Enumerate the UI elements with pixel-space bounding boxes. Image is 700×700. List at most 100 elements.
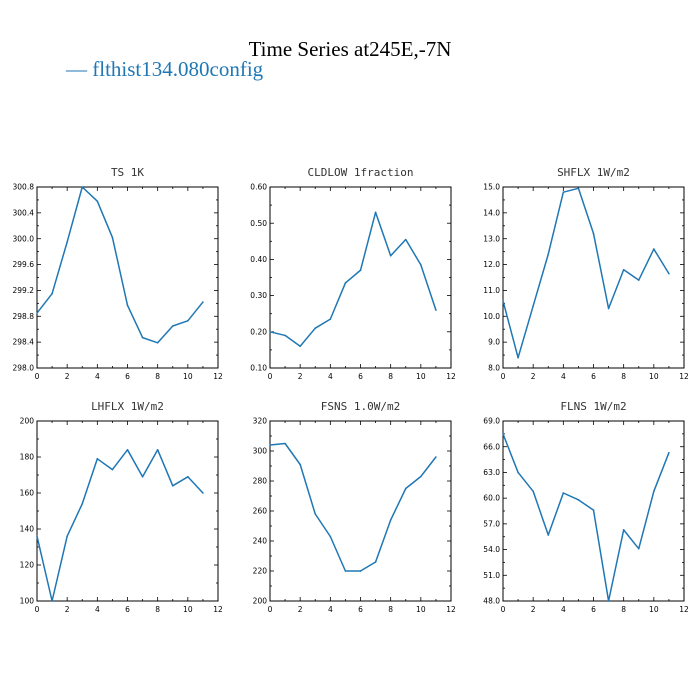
data-point [171, 485, 174, 487]
x-tick-label: 4 [561, 605, 566, 614]
y-tick-label: 298.0 [13, 364, 35, 373]
series-line [269, 442, 437, 572]
x-tick-label: 10 [416, 605, 426, 614]
x-tick-label: 2 [531, 372, 536, 381]
chart-panel-5: FSNS 1.0W/m2 0 2 4 6 8 10 12 200 220 240 260 280 300 3… [253, 400, 456, 614]
data-point [36, 312, 38, 314]
x-tick-label: 0 [501, 372, 506, 381]
y-tick-label: 60.0 [483, 494, 500, 503]
data-point [314, 513, 317, 515]
x-tick-label: 0 [501, 605, 506, 614]
plot-frame [269, 186, 452, 369]
page-title: Time Series at245E,-7N [248, 37, 452, 61]
y-tick-label: 66.0 [483, 442, 500, 451]
x-tick-label: 2 [65, 372, 70, 381]
x-tick-label: 12 [213, 372, 223, 381]
y-tick-label: 300.4 [13, 208, 35, 217]
data-point [532, 305, 534, 307]
y-tick-label: 0.30 [250, 291, 267, 300]
series-line [36, 449, 204, 602]
x-tick-label: 12 [679, 605, 689, 614]
y-tick-label: 13.0 [483, 234, 500, 243]
data-point [562, 191, 565, 193]
data-point [374, 561, 377, 563]
data-point [81, 503, 84, 505]
data-point [359, 570, 362, 572]
data-point [404, 238, 407, 241]
y-tick-label: 298.4 [13, 338, 35, 347]
data-point [577, 499, 580, 501]
data-point [374, 211, 377, 214]
data-point [156, 341, 159, 344]
x-tick-label: 12 [446, 372, 456, 381]
data-point [668, 272, 670, 275]
y-tick-label: 298.8 [13, 312, 35, 321]
y-tick-label: 300.0 [13, 234, 35, 243]
y-tick-label: 69.0 [483, 417, 500, 426]
x-tick-label: 10 [649, 605, 659, 614]
y-tick-label: 300 [253, 447, 268, 456]
data-point [329, 535, 332, 538]
plot-frame [36, 420, 219, 602]
x-tick-label: 6 [125, 372, 130, 381]
chart-panel-4: LHFLX 1W/m2 0 2 4 6 8 10 12 100 120 140 160 180 200 [20, 400, 223, 614]
data-point [187, 476, 189, 478]
x-tick-label: 2 [531, 605, 536, 614]
x-tick-label: 6 [591, 372, 596, 381]
data-point [51, 292, 53, 295]
y-tick-label: 9.0 [488, 338, 500, 347]
data-point [96, 458, 99, 460]
data-point [284, 334, 286, 337]
y-tick-label: 200 [20, 417, 35, 426]
x-tick-label: 0 [268, 605, 273, 614]
data-point [637, 279, 640, 281]
data-point [51, 600, 53, 602]
chart-panel-1: TS 1K 0 2 4 6 8 10 12 298.0 298.4 298.8 299.2 299.6 3… [13, 166, 223, 381]
chart-title: LHFLX 1W/m2 [91, 400, 164, 413]
data-point [435, 309, 437, 311]
chart-panel-3: SHFLX 1W/m2 0 2 4 6 8 10 12 8.0 9.0 10.0 11.0 12.0 13… [483, 166, 689, 381]
chart-title: TS 1K [111, 166, 144, 179]
data-point [156, 449, 159, 451]
y-tick-label: 260 [253, 507, 268, 516]
y-tick-label: 180 [20, 453, 35, 462]
chart-panel-2: CLDLOW 1fraction 0 2 4 6 8 10 12 0.10 0.20 0.30 0.4… [250, 166, 456, 381]
plot-frame [502, 186, 685, 369]
x-tick-label: 6 [358, 372, 363, 381]
data-point [171, 325, 174, 327]
data-point [389, 254, 392, 257]
data-point [592, 509, 595, 511]
x-tick-label: 10 [183, 605, 193, 614]
x-tick-label: 10 [183, 372, 193, 381]
x-tick-label: 8 [155, 372, 160, 381]
y-tick-label: 15.0 [483, 183, 500, 192]
y-tick-label: 0.40 [250, 255, 267, 264]
x-tick-label: 8 [388, 372, 393, 381]
data-point [96, 200, 99, 203]
chart-title: CLDLOW 1fraction [308, 166, 414, 179]
x-tick-label: 4 [95, 372, 100, 381]
x-tick-label: 12 [213, 605, 223, 614]
x-tick-label: 10 [649, 372, 659, 381]
data-point [435, 456, 437, 458]
data-point [517, 356, 519, 359]
data-point [607, 600, 610, 602]
x-tick-label: 0 [35, 372, 40, 381]
y-tick-label: 57.0 [483, 519, 500, 528]
y-tick-label: 300.8 [13, 183, 35, 192]
y-tick-label: 0.20 [250, 327, 267, 336]
x-tick-label: 4 [328, 372, 333, 381]
x-tick-label: 4 [328, 605, 333, 614]
data-point [126, 449, 129, 451]
data-point [502, 433, 504, 435]
data-point [637, 547, 640, 550]
data-point [592, 232, 595, 235]
data-point [141, 336, 144, 339]
data-point [187, 320, 189, 322]
data-point [532, 490, 534, 493]
data-point [547, 253, 550, 256]
data-point [329, 318, 332, 320]
x-tick-label: 12 [679, 372, 689, 381]
data-point [111, 236, 114, 239]
